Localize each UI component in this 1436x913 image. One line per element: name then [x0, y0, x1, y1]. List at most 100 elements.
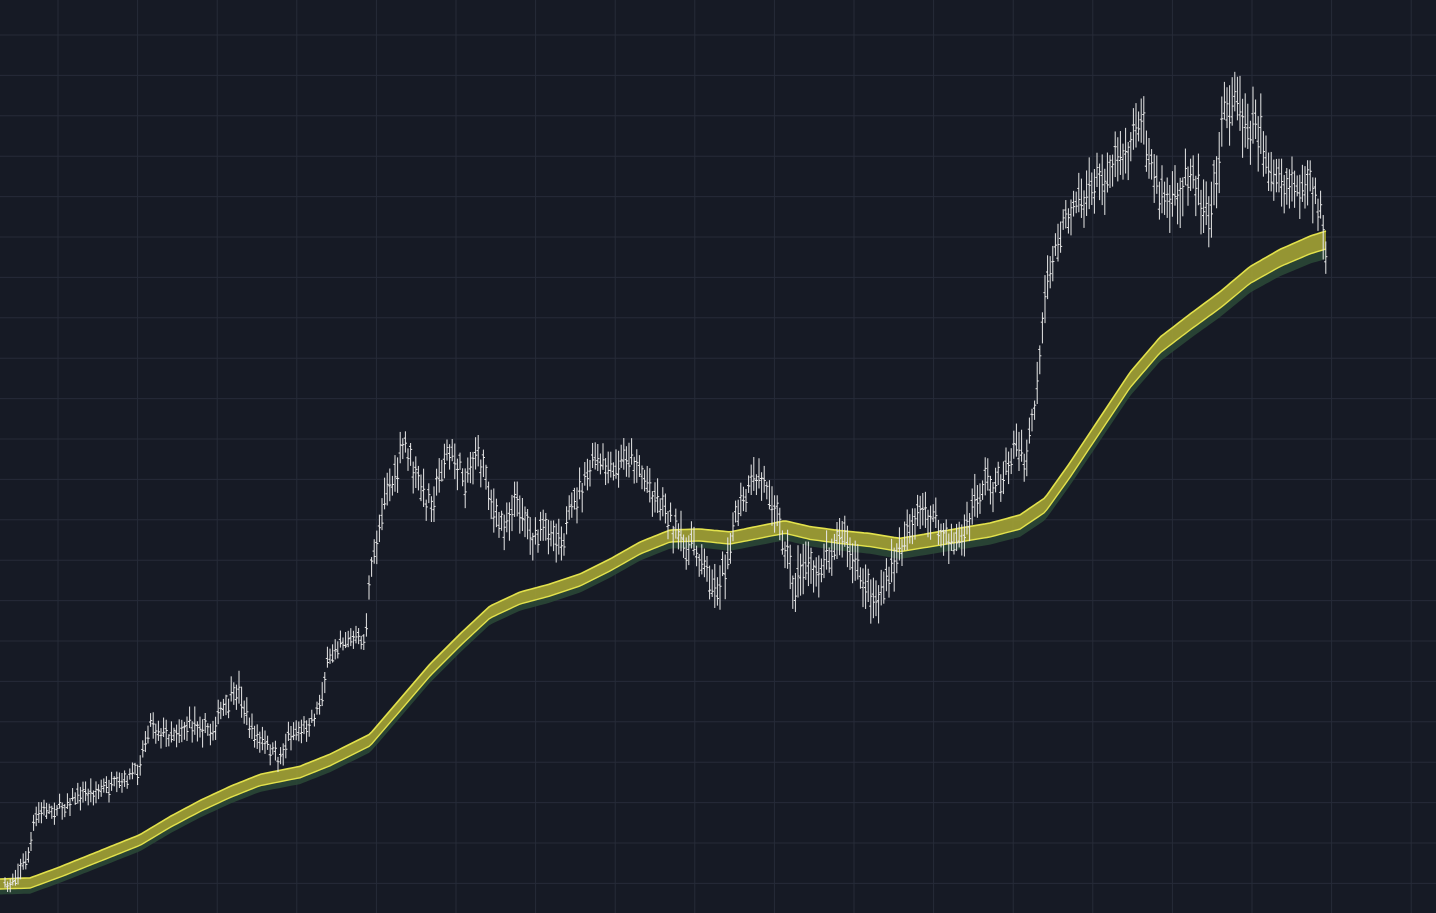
price-bar: [120, 773, 124, 793]
price-bar: [942, 523, 946, 556]
price-bar: [887, 566, 891, 598]
price-bar: [172, 727, 176, 741]
price-bar: [255, 724, 259, 749]
price-bar: [276, 756, 280, 772]
price-bar: [583, 462, 587, 486]
price-bar: [1285, 167, 1289, 205]
price-bar: [684, 537, 688, 570]
price-bar: [359, 635, 363, 650]
price-bar: [299, 719, 303, 744]
band-lower-edge: [0, 248, 1327, 890]
price-bar: [1246, 103, 1250, 149]
price-bar: [1090, 172, 1094, 206]
price-bar: [775, 495, 779, 527]
price-bar: [492, 488, 496, 533]
price-bar: [1233, 71, 1237, 112]
price-bar: [952, 532, 956, 555]
price-bar: [897, 527, 901, 561]
price-bar: [1215, 156, 1219, 209]
price-bar: [700, 544, 704, 575]
price-bar: [630, 438, 634, 465]
price-bar: [520, 497, 524, 532]
price-bar: [455, 458, 459, 491]
price-bar: [97, 784, 101, 800]
price-bar: [619, 444, 623, 468]
price-bar: [507, 502, 511, 541]
price-bar: [635, 449, 639, 483]
price-bar: [778, 507, 782, 541]
price-bar: [110, 771, 114, 791]
price-bar: [156, 720, 160, 741]
price-bar: [505, 502, 509, 533]
price-bar: [1178, 177, 1182, 229]
price-bar: [247, 717, 251, 738]
price-bar: [864, 564, 868, 609]
price-bar: [81, 781, 85, 803]
price-bar: [1121, 143, 1125, 180]
price-bar: [344, 632, 348, 649]
price-bar: [115, 771, 119, 793]
price-bar: [1155, 155, 1159, 194]
price-bar: [1020, 429, 1024, 462]
price-bar: [513, 481, 517, 517]
price-bar: [216, 699, 220, 725]
price-bar: [1277, 158, 1281, 193]
price-bar: [663, 493, 667, 524]
price-bar: [424, 499, 428, 521]
price-bar: [60, 802, 64, 820]
price-bar: [1116, 137, 1120, 182]
price-bar: [762, 465, 766, 493]
price-bar: [1293, 170, 1297, 208]
price-bar: [453, 443, 457, 480]
price-bar: [827, 547, 831, 573]
price-bar: [1152, 154, 1156, 203]
price-bar: [741, 486, 745, 512]
price-bar: [279, 747, 283, 765]
price-bar: [666, 510, 670, 540]
price-bar: [994, 467, 998, 493]
price-bar: [653, 482, 657, 513]
price-bar: [479, 459, 483, 488]
price-bar: [1220, 96, 1224, 147]
price-bar: [188, 706, 192, 729]
price-bar: [572, 487, 576, 510]
price-bar: [1069, 199, 1073, 236]
price-bar: [292, 722, 296, 741]
price-bar: [1001, 461, 1005, 495]
price-bar: [1022, 453, 1026, 482]
price-bar: [372, 539, 376, 564]
price-bar: [692, 526, 696, 556]
price-bar: [1014, 423, 1018, 457]
price-bar: [656, 478, 660, 513]
price-bar: [284, 733, 288, 759]
price-bar: [331, 644, 335, 663]
price-bar: [1316, 198, 1320, 231]
price-bar: [1287, 169, 1291, 209]
price-bar: [1033, 400, 1037, 420]
price-bar: [245, 697, 249, 726]
price-bar: [297, 721, 301, 742]
price-bar: [702, 548, 706, 578]
price-bar: [1176, 182, 1180, 225]
price-bar: [918, 495, 922, 530]
price-bar: [206, 723, 210, 736]
price-bar: [227, 698, 231, 719]
price-bar: [1228, 85, 1232, 146]
price-bar: [1131, 108, 1135, 150]
price-bar: [838, 518, 842, 556]
price-bar: [224, 694, 228, 716]
price-bar: [1066, 208, 1070, 234]
price-bar: [125, 775, 129, 789]
price-bar: [999, 474, 1003, 502]
price-bar: [840, 521, 844, 558]
price-bar: [1144, 130, 1148, 172]
price-bar: [944, 519, 948, 545]
price-bar: [1074, 191, 1078, 214]
price-bar: [679, 510, 683, 552]
price-bar: [575, 487, 579, 524]
price-bar: [1092, 169, 1096, 214]
price-bars: [3, 71, 1328, 893]
price-bar: [37, 802, 41, 823]
price-bar: [515, 481, 519, 517]
price-bar: [949, 523, 953, 551]
